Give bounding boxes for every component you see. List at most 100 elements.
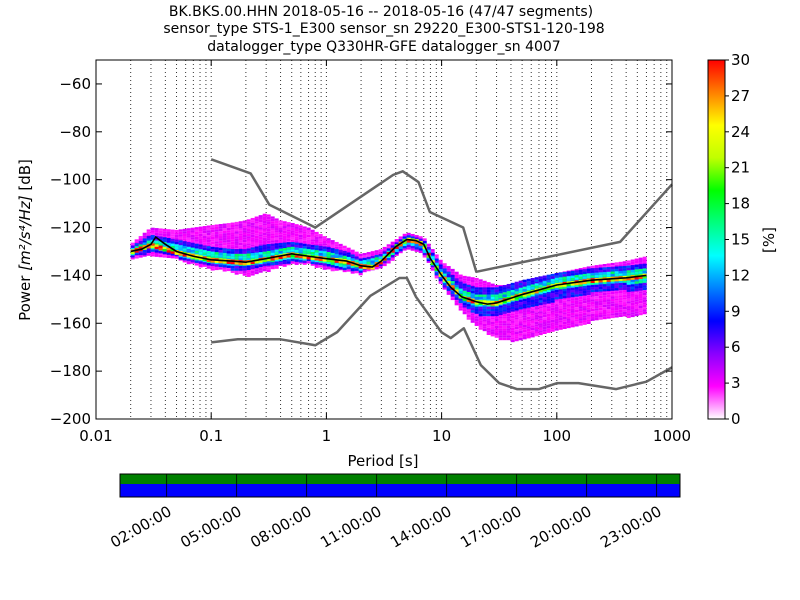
psd-cell [638,257,643,261]
psd-cell [250,237,255,240]
psd-cell [206,242,211,245]
psd-cell [386,261,391,264]
psd-cell [266,226,271,229]
psd-cell [318,238,323,242]
psd-cell [490,329,495,332]
psd-cell [266,224,271,227]
psd-cell [330,260,335,263]
psd-cell [506,288,511,292]
psd-cell [462,305,467,308]
psd-cell [282,259,287,262]
psd-cell [626,294,631,297]
psd-cell [310,239,315,242]
psd-cell [526,298,531,301]
psd-cell [138,250,143,253]
psd-cell [566,316,571,319]
psd-cell [398,244,403,247]
psd-cell [590,268,595,271]
psd-cell [618,287,623,291]
psd-cell [254,252,259,255]
psd-cell [486,287,491,290]
psd-cell [314,250,319,253]
psd-cell [522,298,527,302]
psd-cell [402,248,407,251]
psd-cell [618,266,623,269]
psd-cell [622,287,627,290]
psd-cell [242,239,247,243]
psd-cell [250,253,255,256]
psd-cell [538,297,543,301]
psd-cell [242,273,247,276]
psd-cell [506,310,511,313]
psd-cell [570,273,575,276]
psd-cell [558,272,563,275]
psd-cell [382,251,387,254]
psd-cell [182,241,187,244]
psd-cell [482,319,487,322]
psd-cell [154,240,159,243]
psd-cell [614,268,619,272]
psd-cell [386,257,391,261]
psd-cell [158,247,163,251]
psd-cell [542,277,547,281]
psd-cell [202,226,207,229]
psd-cell [518,302,523,305]
psd-cell [498,305,503,308]
psd-cell [486,320,491,323]
psd-cell [470,305,475,308]
psd-cell [630,269,635,273]
psd-cell [466,306,471,309]
psd-cell [466,314,471,318]
psd-cell [214,260,219,263]
psd-cell [606,316,611,319]
psd-cell [270,226,275,229]
psd-cell [290,244,295,247]
psd-cell [594,267,599,271]
psd-cell [522,322,527,325]
psd-cell [198,257,203,261]
psd-cell [586,287,591,291]
psd-cell [642,290,647,293]
psd-cell [474,304,479,307]
psd-cell [206,248,211,251]
psd-cell [538,282,543,285]
psd-cell [170,253,175,256]
psd-cell [546,313,551,317]
psd-cell [490,303,495,306]
psd-cell [630,305,635,308]
chart-title-line-1: BK.BKS.00.HHN 2018-05-16 -- 2018-05-16 (… [169,4,593,20]
psd-cell [566,273,571,277]
psd-cell [606,274,611,277]
psd-cell [358,260,363,264]
psd-cell [270,230,275,234]
psd-cell [526,309,531,312]
psd-cell [406,232,411,236]
psd-cell [178,253,183,256]
timeline-tick-label: 20:00:00 [527,502,594,551]
psd-cell [398,250,403,254]
psd-cell [274,245,279,249]
psd-cell [558,317,563,321]
psd-cell [266,269,271,273]
psd-cell [198,246,203,250]
psd-cell [510,292,515,295]
psd-cell [370,258,375,261]
psd-cell [318,236,323,239]
psd-cell [266,258,271,262]
psd-cell [546,330,551,333]
psd-cell [390,245,395,248]
psd-cell [158,252,163,255]
psd-cell [466,278,471,282]
psd-cell [130,255,135,258]
psd-cell [214,243,219,247]
psd-cell [262,230,267,233]
psd-cell [554,287,559,290]
psd-cell [594,275,599,278]
psd-cell [222,223,227,226]
psd-cell [634,292,639,295]
psd-cell [158,236,163,239]
psd-cell [518,325,523,329]
psd-cell [174,241,179,245]
psd-cell [546,298,551,302]
psd-cell [342,262,347,266]
